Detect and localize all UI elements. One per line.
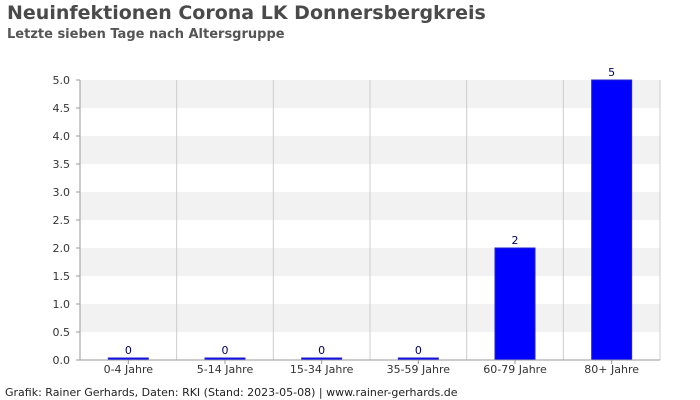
bar [591, 79, 633, 361]
bar [494, 247, 536, 361]
x-tick-label: 35-59 Jahre [387, 363, 451, 376]
source-credit: Grafik: Rainer Gerhards, Daten: RKI (Sta… [5, 386, 458, 399]
data-label: 2 [512, 234, 519, 247]
chart-subtitle: Letzte sieben Tage nach Altersgruppe [7, 27, 285, 42]
data-label: 0 [125, 344, 132, 357]
x-tick-label: 60-79 Jahre [483, 363, 547, 376]
x-tick-label: 80+ Jahre [584, 363, 639, 376]
y-tick-label: 4.0 [53, 130, 71, 143]
data-label: 0 [318, 344, 325, 357]
bars [107, 79, 633, 361]
x-axis: 0-4 Jahre 5-14 Jahre 15-34 Jahre 35-59 Jahr… [80, 359, 660, 376]
y-tick-label: 0.5 [53, 326, 71, 339]
y-tick-label: 2.0 [53, 242, 71, 255]
y-tick-label: 5.0 [53, 74, 71, 87]
y-tick-label: 1.5 [53, 270, 71, 283]
data-label: 0 [415, 344, 422, 357]
y-tick-label: 3.0 [53, 186, 71, 199]
chart-title: Neuinfektionen Corona LK Donnersbergkrei… [7, 2, 486, 24]
x-tick-label: 15-34 Jahre [290, 363, 354, 376]
y-tick-label: 4.5 [53, 102, 71, 115]
x-tick-label: 5-14 Jahre [197, 363, 254, 376]
y-tick-label: 2.5 [53, 214, 71, 227]
vertical-gridlines [79, 80, 661, 360]
data-label: 5 [608, 66, 615, 79]
x-tick-label: 0-4 Jahre [104, 363, 154, 376]
y-tick-label: 3.5 [53, 158, 71, 171]
data-label: 0 [222, 344, 229, 357]
data-labels: 0 0 0 0 2 5 [125, 66, 615, 357]
y-axis: 0.0 0.5 1.0 1.5 2.0 2.5 3.0 3.5 4.0 4.5 5.0 [53, 74, 81, 367]
y-tick-label: 1.0 [53, 298, 71, 311]
y-tick-label: 0.0 [53, 354, 71, 367]
